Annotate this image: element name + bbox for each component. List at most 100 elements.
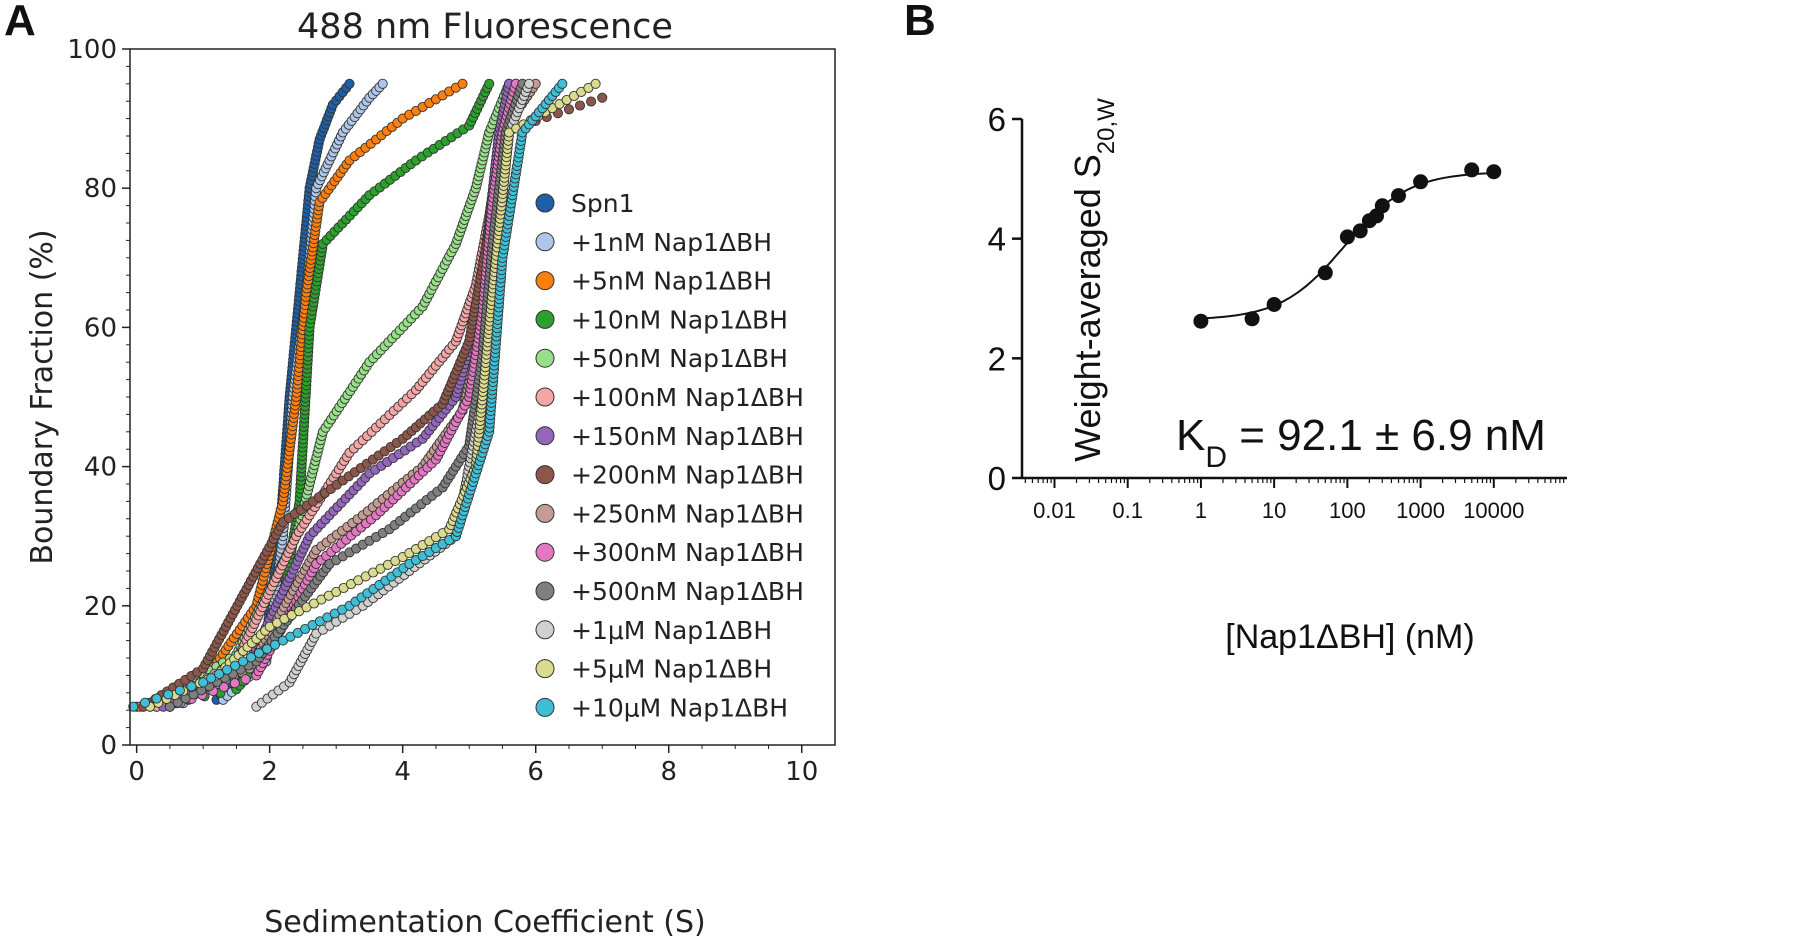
chart-b-kd-k: K <box>1176 411 1205 460</box>
data-point <box>1374 198 1390 214</box>
x-tick-label: 0.01 <box>1033 498 1076 523</box>
series-7 <box>138 92 608 712</box>
legend-item: +200nM Nap1ΔBH <box>535 461 804 490</box>
data-point <box>128 701 139 712</box>
legend-item: +250nM Nap1ΔBH <box>535 499 804 528</box>
legend-label: +250nM Nap1ΔBH <box>571 499 804 528</box>
legend-item: +1nM Nap1ΔBH <box>535 228 772 257</box>
data-point <box>230 660 241 671</box>
data-point <box>198 677 209 688</box>
chart-b: Weight-averaged S20,W [Nap1ΔBH] (nM) KD … <box>988 98 1567 656</box>
y-tick-label: 20 <box>84 592 117 622</box>
legend-marker <box>535 387 555 407</box>
data-point <box>1464 162 1480 178</box>
data-point <box>222 664 233 675</box>
x-tick-label: 4 <box>394 757 411 787</box>
data-point <box>1317 265 1333 281</box>
legend-item: Spn1 <box>535 189 635 218</box>
y-tick-label: 0 <box>100 731 117 761</box>
series-13 <box>128 78 568 712</box>
data-point <box>1244 311 1260 327</box>
data-point <box>214 668 225 680</box>
panel-a-letter: A <box>4 0 36 45</box>
legend-item: +150nM Nap1ΔBH <box>535 422 804 451</box>
data-point <box>590 78 601 89</box>
legend-label: +1nM Nap1ΔBH <box>571 228 772 257</box>
legend-marker <box>535 581 555 601</box>
data-point <box>457 78 468 89</box>
x-tick-label: 100 <box>1329 498 1366 523</box>
data-point <box>344 78 355 89</box>
legend-label: +150nM Nap1ΔBH <box>571 422 804 451</box>
chart-a: 488 nm Fluorescence Sedimentation Coeffi… <box>25 7 836 940</box>
legend-marker <box>535 426 555 446</box>
legend-item: +500nM Nap1ΔBH <box>535 577 804 606</box>
legend-marker <box>535 309 555 329</box>
data-point <box>586 96 597 107</box>
data-point <box>1352 223 1368 239</box>
data-point <box>139 697 151 708</box>
legend-item: +5μM Nap1ΔBH <box>535 655 772 684</box>
chart-b-ylabel-main: Weight-averaged S <box>1067 154 1108 462</box>
legend-item: +5nM Nap1ΔBH <box>535 267 772 296</box>
legend-label: Spn1 <box>571 189 635 218</box>
data-point <box>597 92 608 103</box>
legend-item: +50nM Nap1ΔBH <box>535 344 788 373</box>
data-point <box>151 693 162 704</box>
legend-item: +300nM Nap1ΔBH <box>535 538 804 567</box>
data-point <box>253 648 265 659</box>
chart-b-ylabel-sub: 20,W <box>1093 98 1120 154</box>
x-tick-label: 0 <box>128 757 145 787</box>
fit-curve <box>1200 172 1494 320</box>
data-point <box>1339 229 1355 245</box>
data-point <box>377 78 388 89</box>
chart-b-ylabel: Weight-averaged S20,W <box>1067 98 1120 462</box>
y-tick-label: 40 <box>84 453 117 483</box>
chart-b-kd-annotation: KD = 92.1 ± 6.9 nM <box>1176 411 1546 474</box>
x-tick-label: 0.1 <box>1112 498 1143 523</box>
legend-marker <box>535 232 555 252</box>
legend-label: +5nM Nap1ΔBH <box>571 267 772 296</box>
legend-label: +5μM Nap1ΔBH <box>571 655 772 684</box>
legend-marker <box>535 542 555 562</box>
chart-a-xlabel: Sedimentation Coefficient (S) <box>264 905 706 940</box>
x-tick-label: 6 <box>527 757 544 787</box>
data-point <box>186 681 197 692</box>
data-point <box>484 78 495 89</box>
legend-label: +200nM Nap1ΔBH <box>571 461 804 490</box>
legend-item: +100nM Nap1ΔBH <box>535 383 804 412</box>
legend-marker <box>535 620 555 640</box>
chart-a-ylabel: Boundary Fraction (%) <box>25 229 60 564</box>
legend-marker <box>535 465 555 485</box>
x-tick-label: 1000 <box>1396 498 1445 523</box>
data-point <box>1266 297 1282 312</box>
legend-label: +10nM Nap1ΔBH <box>571 305 788 334</box>
x-tick-label: 2 <box>261 757 278 787</box>
y-tick-label: 2 <box>988 340 1006 377</box>
data-point <box>269 639 281 650</box>
data-point <box>574 100 586 111</box>
panel-b-letter: B <box>904 0 936 45</box>
data-point <box>1413 174 1429 190</box>
data-point <box>163 689 174 700</box>
legend-label: +300nM Nap1ΔBH <box>571 538 804 567</box>
chart-a-points <box>128 78 608 712</box>
y-tick-label: 4 <box>988 221 1006 258</box>
x-tick-label: 8 <box>660 757 677 787</box>
legend-label: +100nM Nap1ΔBH <box>571 383 804 412</box>
data-point <box>245 652 257 663</box>
legend-marker <box>535 503 555 523</box>
legend-marker <box>535 348 555 368</box>
chart-a-legend: Spn1 +1nM Nap1ΔBH +5nM Nap1ΔBH +10nM Nap1ΔB… <box>535 189 804 722</box>
x-tick-label: 10 <box>785 757 818 787</box>
data-point <box>206 673 217 684</box>
chart-b-kd-d: D <box>1205 441 1227 474</box>
y-tick-label: 0 <box>988 460 1006 497</box>
chart-b-xlabel: [Nap1ΔBH] (nM) <box>1225 618 1474 656</box>
x-tick-label: 10000 <box>1463 498 1524 523</box>
legend-item: +10μM Nap1ΔBH <box>535 693 788 722</box>
legend-item: +1μM Nap1ΔBH <box>535 616 772 645</box>
data-point <box>261 643 273 655</box>
y-tick-label: 6 <box>988 101 1006 138</box>
